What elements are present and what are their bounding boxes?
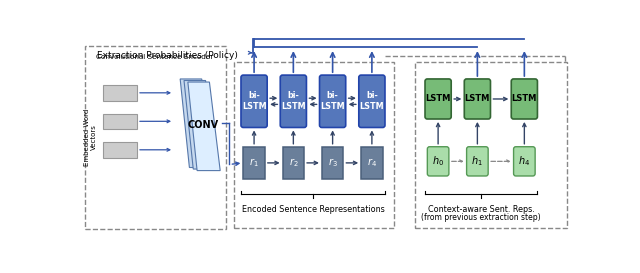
Bar xyxy=(322,147,344,179)
Bar xyxy=(84,46,225,229)
Bar xyxy=(234,62,394,228)
Bar xyxy=(361,147,383,179)
FancyBboxPatch shape xyxy=(319,75,346,127)
Bar xyxy=(415,62,566,228)
FancyBboxPatch shape xyxy=(425,79,451,119)
Text: $h_4$: $h_4$ xyxy=(518,155,531,168)
Text: LSTM: LSTM xyxy=(426,94,451,103)
Text: Convolutional Sentence Encoder: Convolutional Sentence Encoder xyxy=(97,54,214,60)
FancyBboxPatch shape xyxy=(428,147,449,176)
Text: Extraction Probabilities (Policy): Extraction Probabilities (Policy) xyxy=(97,51,238,60)
Text: bi-
LSTM: bi- LSTM xyxy=(242,91,266,111)
Text: Context-aware Sent. Reps.: Context-aware Sent. Reps. xyxy=(428,205,534,214)
Text: $r_1$: $r_1$ xyxy=(249,156,259,169)
Text: bi-
LSTM: bi- LSTM xyxy=(320,91,345,111)
Text: (from previous extraction step): (from previous extraction step) xyxy=(421,213,541,222)
FancyBboxPatch shape xyxy=(511,79,538,119)
Polygon shape xyxy=(184,81,216,169)
Bar xyxy=(103,114,137,129)
Text: $r_3$: $r_3$ xyxy=(328,156,337,169)
Bar xyxy=(283,147,304,179)
FancyBboxPatch shape xyxy=(359,75,385,127)
Polygon shape xyxy=(188,82,220,171)
Text: Embedded Word
Vectors: Embedded Word Vectors xyxy=(84,109,97,166)
Text: bi-
LSTM: bi- LSTM xyxy=(360,91,384,111)
Text: $h_1$: $h_1$ xyxy=(472,155,483,168)
Text: LSTM: LSTM xyxy=(511,94,537,103)
Bar xyxy=(103,142,137,158)
FancyBboxPatch shape xyxy=(280,75,307,127)
Bar xyxy=(103,85,137,100)
FancyBboxPatch shape xyxy=(513,147,535,176)
FancyBboxPatch shape xyxy=(241,75,267,127)
Text: LSTM: LSTM xyxy=(465,94,490,103)
Polygon shape xyxy=(180,79,212,168)
Text: CONV: CONV xyxy=(188,120,219,130)
Bar xyxy=(243,147,265,179)
FancyBboxPatch shape xyxy=(464,79,490,119)
Text: $r_4$: $r_4$ xyxy=(367,156,377,169)
Text: $h_0$: $h_0$ xyxy=(432,155,444,168)
Text: Encoded Sentence Representations: Encoded Sentence Representations xyxy=(242,205,385,214)
FancyBboxPatch shape xyxy=(467,147,488,176)
Text: bi-
LSTM: bi- LSTM xyxy=(281,91,306,111)
Text: $r_2$: $r_2$ xyxy=(289,156,298,169)
